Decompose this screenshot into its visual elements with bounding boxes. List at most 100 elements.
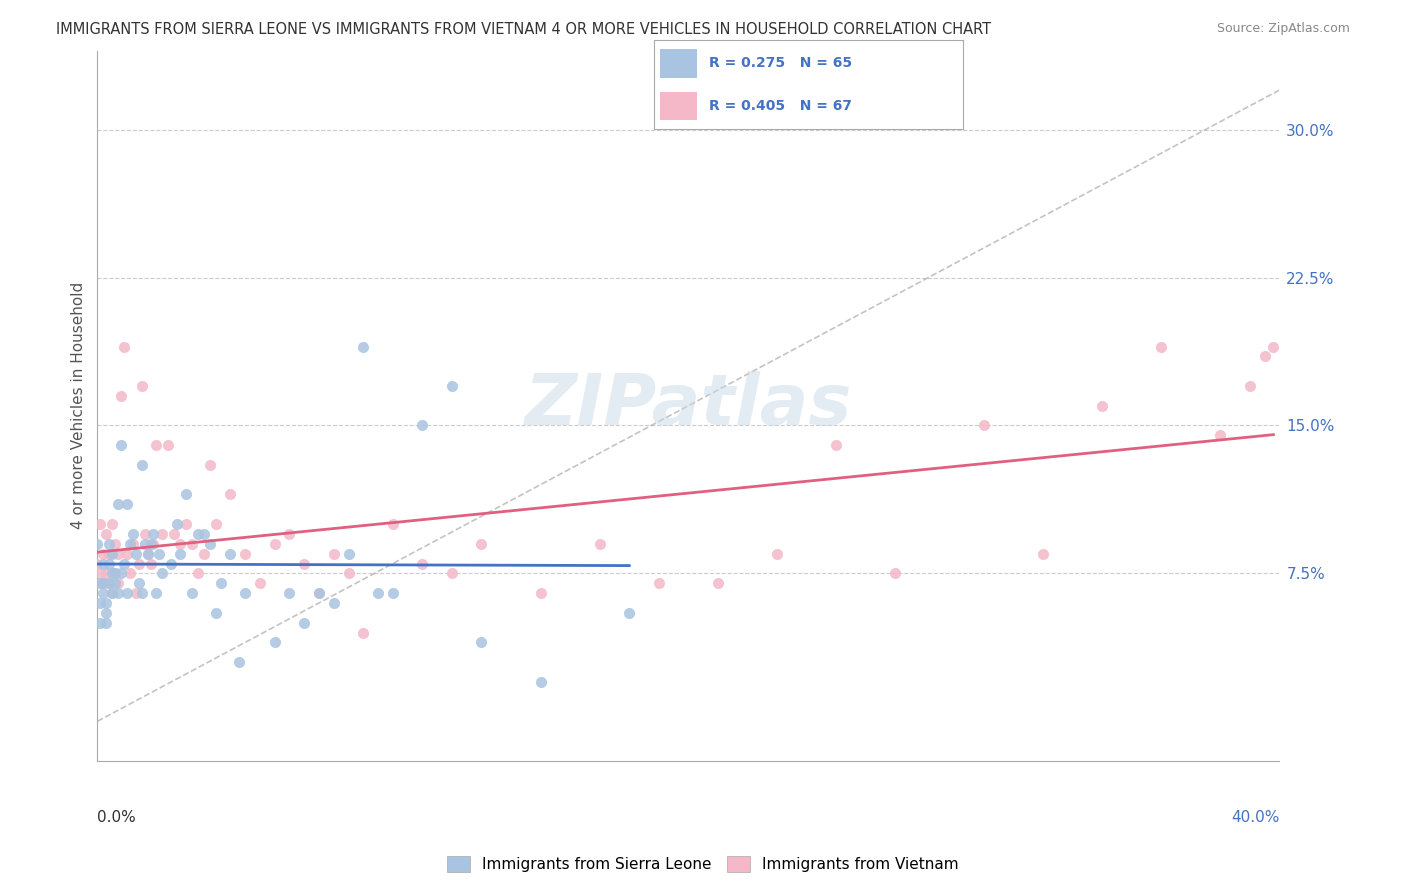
Point: [308, 586, 330, 600]
Point: [96, 606, 118, 620]
Point: [648, 576, 671, 591]
FancyBboxPatch shape: [659, 49, 697, 78]
Point: [96, 615, 118, 630]
Point: [145, 438, 167, 452]
Point: [169, 547, 191, 561]
Point: [150, 527, 173, 541]
Point: [134, 537, 156, 551]
Point: [104, 537, 127, 551]
Legend: Immigrants from Sierra Leone, Immigrants from Vietnam: Immigrants from Sierra Leone, Immigrants…: [440, 848, 966, 880]
Point: [101, 547, 124, 561]
FancyBboxPatch shape: [659, 92, 697, 120]
Point: [91, 576, 114, 591]
Point: [115, 586, 138, 600]
Point: [1150, 340, 1173, 354]
Point: [89, 517, 111, 532]
Point: [139, 557, 162, 571]
Point: [110, 566, 132, 581]
Point: [89, 596, 111, 610]
Point: [263, 537, 285, 551]
Point: [86, 557, 108, 571]
Point: [89, 615, 111, 630]
Text: IMMIGRANTS FROM SIERRA LEONE VS IMMIGRANTS FROM VIETNAM 4 OR MORE VEHICLES IN HO: IMMIGRANTS FROM SIERRA LEONE VS IMMIGRAN…: [56, 22, 991, 37]
Point: [112, 340, 135, 354]
Text: ZIPatlas: ZIPatlas: [524, 371, 852, 441]
Point: [121, 527, 143, 541]
Point: [131, 586, 153, 600]
Point: [98, 557, 121, 571]
Point: [125, 547, 148, 561]
Point: [337, 547, 360, 561]
Point: [148, 547, 170, 561]
Point: [101, 517, 124, 532]
Point: [1253, 350, 1275, 364]
Point: [98, 537, 121, 551]
Point: [180, 537, 202, 551]
Point: [163, 527, 186, 541]
Point: [204, 517, 226, 532]
Point: [211, 576, 233, 591]
Text: R = 0.405   N = 67: R = 0.405 N = 67: [710, 99, 852, 113]
Point: [337, 566, 360, 581]
Point: [198, 537, 221, 551]
Point: [107, 497, 129, 511]
Point: [115, 547, 138, 561]
Point: [128, 576, 150, 591]
Point: [101, 586, 124, 600]
Point: [589, 537, 612, 551]
Point: [233, 547, 256, 561]
Point: [707, 576, 730, 591]
Point: [219, 547, 242, 561]
Point: [166, 517, 188, 532]
Text: 40.0%: 40.0%: [1230, 810, 1279, 825]
Point: [278, 527, 301, 541]
Point: [619, 606, 641, 620]
Point: [973, 418, 995, 433]
Point: [766, 547, 789, 561]
Point: [219, 487, 242, 501]
Point: [131, 379, 153, 393]
Point: [322, 596, 344, 610]
Point: [96, 596, 118, 610]
Point: [96, 527, 118, 541]
Point: [292, 615, 315, 630]
Point: [180, 586, 202, 600]
Point: [98, 576, 121, 591]
Point: [352, 625, 374, 640]
Point: [263, 635, 285, 649]
Point: [115, 497, 138, 511]
Point: [91, 557, 114, 571]
Point: [91, 586, 114, 600]
Point: [101, 566, 124, 581]
Point: [278, 586, 301, 600]
Point: [367, 586, 389, 600]
Point: [104, 566, 127, 581]
Point: [352, 340, 374, 354]
Point: [440, 379, 463, 393]
Point: [107, 547, 129, 561]
Point: [86, 537, 108, 551]
Point: [145, 586, 167, 600]
Point: [89, 576, 111, 591]
Point: [187, 527, 209, 541]
Text: Source: ZipAtlas.com: Source: ZipAtlas.com: [1216, 22, 1350, 36]
Point: [204, 606, 226, 620]
Point: [91, 576, 114, 591]
Point: [1263, 340, 1285, 354]
Point: [121, 537, 143, 551]
Point: [411, 557, 433, 571]
Point: [169, 537, 191, 551]
Point: [104, 566, 127, 581]
Point: [381, 517, 404, 532]
Y-axis label: 4 or more Vehicles in Household: 4 or more Vehicles in Household: [72, 282, 86, 529]
Point: [112, 557, 135, 571]
Point: [118, 566, 141, 581]
Point: [160, 557, 183, 571]
Point: [98, 547, 121, 561]
Point: [411, 418, 433, 433]
Point: [529, 586, 551, 600]
Point: [89, 566, 111, 581]
Point: [193, 527, 215, 541]
Point: [1091, 399, 1114, 413]
Point: [228, 655, 250, 669]
